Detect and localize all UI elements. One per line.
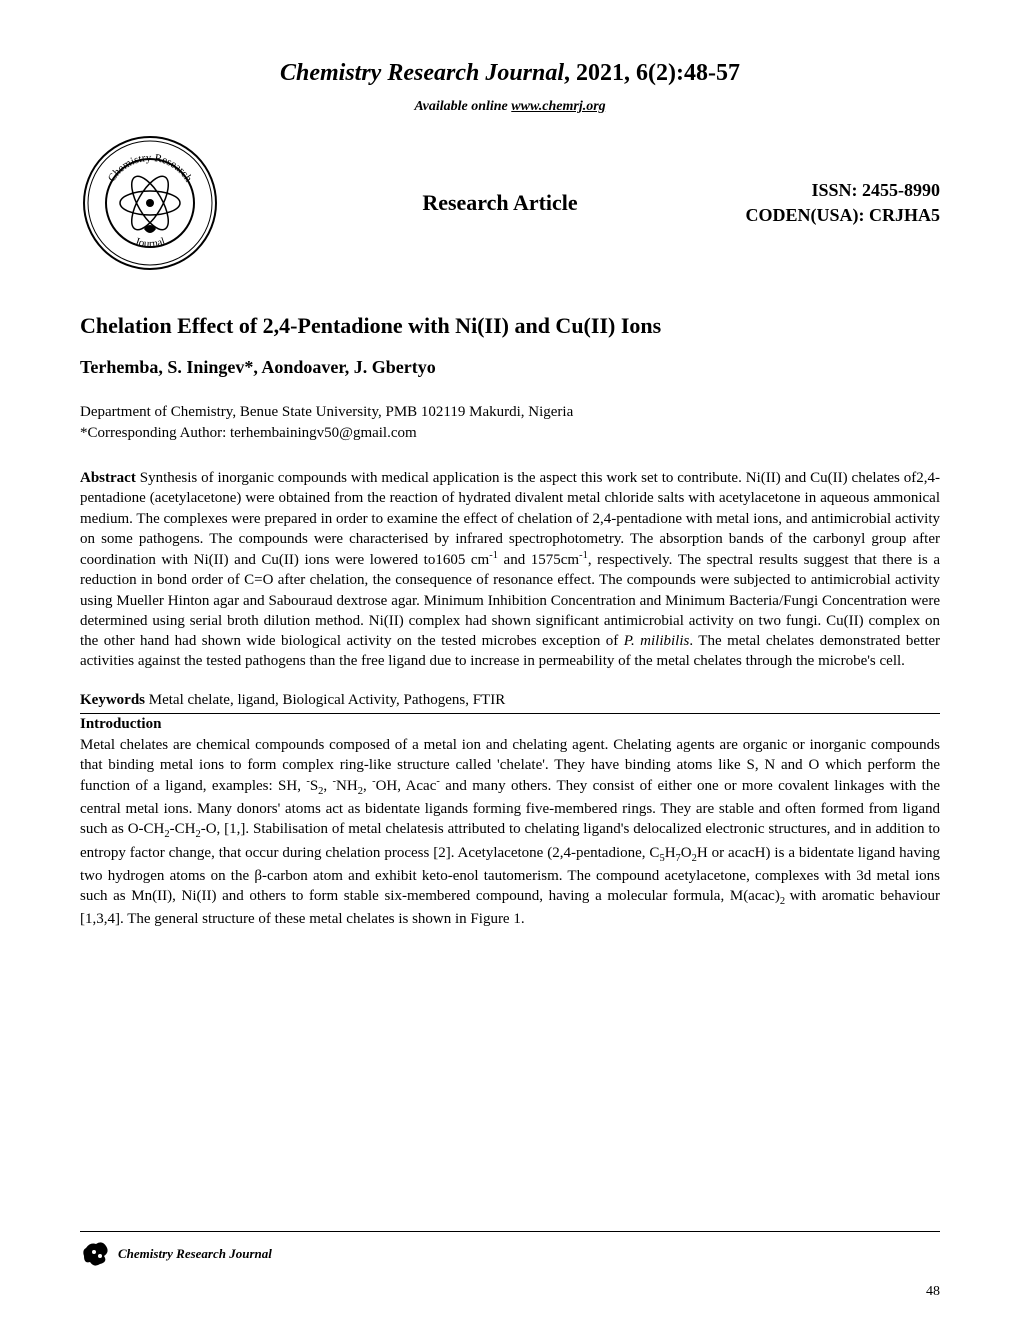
journal-logo: Chemistry Research Journal bbox=[80, 133, 220, 273]
available-prefix: Available online bbox=[414, 99, 511, 114]
intro-s2: S bbox=[310, 778, 318, 794]
keywords-label: Keywords bbox=[80, 692, 145, 708]
page-footer: Chemistry Research Journal bbox=[80, 1231, 940, 1270]
introduction-body: Metal chelates are chemical compounds co… bbox=[80, 735, 940, 930]
intro-sub-m2: 2 bbox=[780, 896, 790, 907]
footer-divider bbox=[80, 1231, 940, 1232]
abstract-sup2: -1 bbox=[579, 550, 588, 561]
coden-line: CODEN(USA): CRJHA5 bbox=[710, 203, 940, 228]
journal-name: Chemistry Research Journal bbox=[280, 60, 564, 86]
intro-seg-h: O bbox=[681, 845, 692, 861]
corresponding-author: *Corresponding Author: terhembainingv50@… bbox=[80, 423, 940, 444]
intro-nh2: NH bbox=[336, 778, 358, 794]
issn-line: ISSN: 2455-8990 bbox=[710, 178, 940, 203]
keywords-text: Metal chelate, ligand, Biological Activi… bbox=[145, 692, 505, 708]
section-divider bbox=[80, 713, 940, 714]
footer-content: Chemistry Research Journal bbox=[80, 1238, 940, 1270]
abstract-sup1: -1 bbox=[489, 550, 498, 561]
affiliation-dept: Department of Chemistry, Benue State Uni… bbox=[80, 402, 940, 423]
abstract-text-mid: and 1575cm bbox=[498, 552, 579, 568]
available-online: Available online www.chemrj.org bbox=[80, 99, 940, 115]
abstract-block: Abstract Synthesis of inorganic compound… bbox=[80, 468, 940, 672]
abstract-label: Abstract bbox=[80, 470, 136, 486]
footer-journal-name: Chemistry Research Journal bbox=[118, 1246, 272, 1262]
header-row: Chemistry Research Journal Research Arti… bbox=[80, 133, 940, 273]
journal-url-link[interactable]: www.chemrj.org bbox=[511, 99, 605, 114]
svg-text:Chemistry Research: Chemistry Research bbox=[106, 152, 195, 185]
intro-oh: OH, Acac bbox=[376, 778, 437, 794]
footer-logo-icon bbox=[80, 1238, 112, 1270]
intro-seg-b: , bbox=[323, 778, 332, 794]
intro-seg-c: , bbox=[363, 778, 372, 794]
authors-line: Terhemba, S. Iningev*, Aondoaver, J. Gbe… bbox=[80, 357, 940, 378]
footer-left: Chemistry Research Journal bbox=[80, 1238, 272, 1270]
keywords-line: Keywords Metal chelate, ligand, Biologic… bbox=[80, 692, 940, 709]
issn-block: ISSN: 2455-8990 CODEN(USA): CRJHA5 bbox=[710, 178, 940, 228]
introduction-heading: Introduction bbox=[80, 716, 940, 733]
page-number: 48 bbox=[926, 1284, 940, 1300]
abstract-species: P. milibilis bbox=[624, 633, 690, 649]
journal-seal-icon: Chemistry Research Journal bbox=[80, 133, 220, 273]
intro-seg-g: H bbox=[665, 845, 676, 861]
affiliation-block: Department of Chemistry, Benue State Uni… bbox=[80, 402, 940, 444]
article-type: Research Article bbox=[240, 190, 710, 216]
journal-citation: Chemistry Research Journal, 2021, 6(2):4… bbox=[80, 60, 940, 87]
svg-text:Journal: Journal bbox=[133, 236, 167, 251]
article-title: Chelation Effect of 2,4-Pentadione with … bbox=[80, 313, 940, 339]
intro-seg-e: -CH bbox=[170, 821, 196, 837]
journal-issue: , 2021, 6(2):48-57 bbox=[564, 60, 740, 86]
